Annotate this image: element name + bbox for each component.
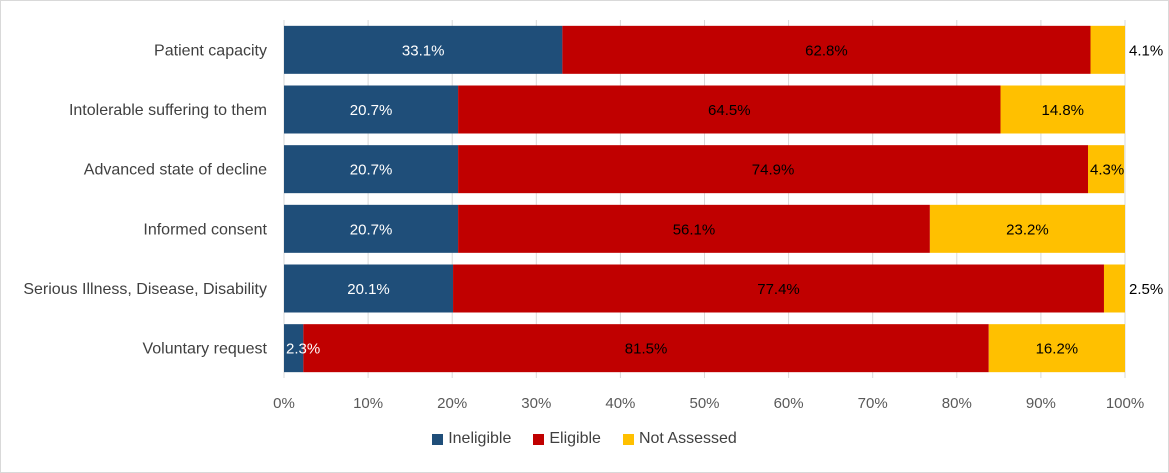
category-label: Advanced state of decline bbox=[84, 162, 267, 179]
x-tick-label: 100% bbox=[1106, 395, 1144, 412]
bar-segment bbox=[458, 204, 930, 253]
x-tick-label: 40% bbox=[605, 395, 635, 412]
bar-segment bbox=[988, 324, 1125, 373]
category-label: Informed consent bbox=[143, 221, 267, 238]
legend-label: Not Assessed bbox=[638, 430, 737, 447]
data-label: 20.1% bbox=[347, 281, 390, 298]
data-label: 2.3% bbox=[286, 341, 320, 358]
data-label: 2.5% bbox=[1129, 281, 1163, 298]
bar-segment bbox=[284, 85, 459, 134]
bar-segment bbox=[453, 264, 1104, 313]
legend-swatch bbox=[432, 433, 444, 445]
data-label: 16.2% bbox=[1036, 341, 1079, 358]
legend-swatch bbox=[622, 433, 634, 445]
bar-segment bbox=[284, 25, 563, 74]
legend-label: Eligible bbox=[549, 430, 601, 447]
data-label: 56.1% bbox=[673, 221, 716, 238]
category-labels: Patient capacity Intolerable suffering to… bbox=[23, 42, 267, 357]
data-label: 4.1% bbox=[1129, 42, 1163, 59]
data-label: 23.2% bbox=[1006, 221, 1049, 238]
bar-segment bbox=[284, 264, 454, 313]
data-label: 62.8% bbox=[805, 42, 848, 59]
legend: Ineligible Eligible Not Assessed bbox=[0, 430, 1169, 448]
data-label: 77.4% bbox=[757, 281, 800, 298]
bar-segment bbox=[1090, 25, 1125, 74]
bar-segment bbox=[1103, 264, 1125, 313]
data-label: 14.8% bbox=[1041, 102, 1084, 119]
data-label: 4.3% bbox=[1090, 162, 1124, 179]
legend-item: Not Assessed bbox=[622, 430, 737, 448]
legend-item: Eligible bbox=[533, 430, 601, 448]
data-label: 20.7% bbox=[350, 102, 393, 119]
bar-segment bbox=[929, 204, 1125, 253]
bar-segment bbox=[458, 85, 1001, 134]
x-tick-label: 20% bbox=[437, 395, 467, 412]
x-tick-labels: 0% 10% 20% 30% 40% 50% 60% 70% 80% 90% 100% bbox=[273, 395, 1144, 412]
data-label: 20.7% bbox=[350, 162, 393, 179]
legend-swatch bbox=[533, 433, 545, 445]
bar-segment bbox=[284, 324, 304, 373]
x-tick-label: 60% bbox=[774, 395, 804, 412]
data-label: 81.5% bbox=[625, 341, 668, 358]
data-label: 33.1% bbox=[402, 42, 445, 59]
legend-label: Ineligible bbox=[448, 430, 512, 447]
category-label: Serious Illness, Disease, Disability bbox=[23, 281, 267, 298]
data-labels: 33.1% 62.8% 4.1% 20.7% 64.5% 14.8% 20.7% 74.9% 4… bbox=[286, 42, 1163, 357]
bar-segment bbox=[284, 145, 459, 194]
legend-item: Ineligible bbox=[432, 430, 511, 448]
bar-segment bbox=[284, 204, 459, 253]
x-tick-label: 30% bbox=[521, 395, 551, 412]
grid-lines bbox=[283, 20, 1126, 378]
bar-segment bbox=[1087, 145, 1125, 194]
bar-segment bbox=[303, 324, 989, 373]
x-tick-label: 10% bbox=[353, 395, 383, 412]
x-tick-label: 90% bbox=[1026, 395, 1056, 412]
bar-segment bbox=[458, 145, 1088, 194]
data-label: 20.7% bbox=[350, 221, 393, 238]
bar-segment bbox=[1000, 85, 1125, 134]
bar-segment bbox=[562, 25, 1091, 74]
category-label: Voluntary request bbox=[142, 341, 267, 358]
category-label: Intolerable suffering to them bbox=[69, 102, 267, 119]
category-label: Patient capacity bbox=[154, 42, 267, 59]
data-label: 64.5% bbox=[708, 102, 751, 119]
x-tick-label: 70% bbox=[858, 395, 888, 412]
x-tick-label: 0% bbox=[273, 395, 295, 412]
data-label: 74.9% bbox=[752, 162, 795, 179]
bars bbox=[284, 25, 1125, 373]
x-tick-label: 80% bbox=[942, 395, 972, 412]
x-tick-label: 50% bbox=[689, 395, 719, 412]
